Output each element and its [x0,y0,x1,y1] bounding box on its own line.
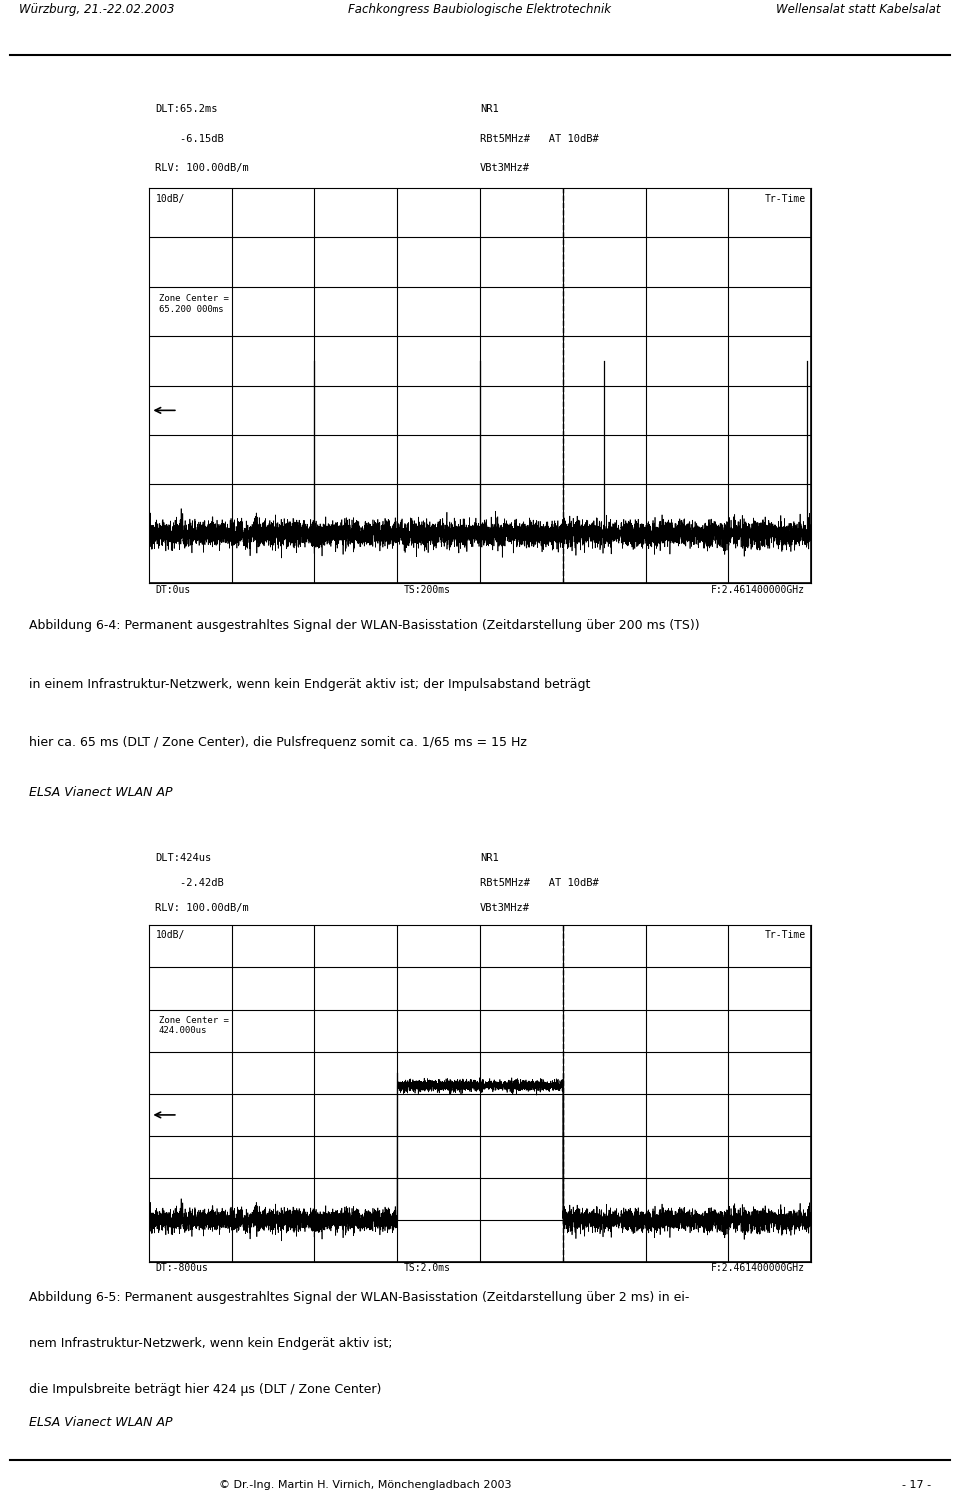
Text: Abbildung 6-4: Permanent ausgestrahltes Signal der WLAN-Basisstation (Zeitdarste: Abbildung 6-4: Permanent ausgestrahltes … [29,619,700,633]
Text: die Impulsbreite beträgt hier 424 μs (DLT / Zone Center): die Impulsbreite beträgt hier 424 μs (DL… [29,1383,381,1395]
Text: NR1: NR1 [480,104,499,113]
Text: hier ca. 65 ms (DLT / Zone Center), die Pulsfrequenz somit ca. 1/65 ms = 15 Hz: hier ca. 65 ms (DLT / Zone Center), die … [29,737,527,749]
Text: DLT:65.2ms: DLT:65.2ms [156,104,218,113]
Text: F:2.461400000GHz: F:2.461400000GHz [710,1264,804,1273]
Text: Tr-Time: Tr-Time [765,930,806,941]
Text: nem Infrastruktur-Netzwerk, wenn kein Endgerät aktiv ist;: nem Infrastruktur-Netzwerk, wenn kein En… [29,1336,393,1350]
Text: DT:-800us: DT:-800us [156,1264,208,1273]
Text: DLT:424us: DLT:424us [156,853,211,862]
Text: 10dB/: 10dB/ [156,930,184,941]
Text: Zone Center =
65.200 000ms: Zone Center = 65.200 000ms [158,294,228,314]
Text: 10dB/: 10dB/ [156,193,184,204]
Text: -2.42dB: -2.42dB [156,879,225,888]
Text: Fachkongress Baubiologische Elektrotechnik: Fachkongress Baubiologische Elektrotechn… [348,3,612,17]
Text: Abbildung 6-5: Permanent ausgestrahltes Signal der WLAN-Basisstation (Zeitdarste: Abbildung 6-5: Permanent ausgestrahltes … [29,1291,689,1305]
Text: F:2.461400000GHz: F:2.461400000GHz [710,586,804,595]
Text: -6.15dB: -6.15dB [156,133,225,143]
Text: NR1: NR1 [480,853,499,862]
Text: RBt5MHz#   AT 10dB#: RBt5MHz# AT 10dB# [480,879,599,888]
Text: ELSA Vianect WLAN AP: ELSA Vianect WLAN AP [29,787,172,799]
Text: - 17 -: - 17 - [902,1480,931,1490]
Text: Würzburg, 21.-22.02.2003: Würzburg, 21.-22.02.2003 [19,3,175,17]
Text: Zone Center =
424.000us: Zone Center = 424.000us [158,1016,228,1036]
Text: Wellensalat statt Kabelsalat: Wellensalat statt Kabelsalat [777,3,941,17]
Text: RLV: 100.00dB/m: RLV: 100.00dB/m [156,903,250,914]
Text: in einem Infrastruktur-Netzwerk, wenn kein Endgerät aktiv ist; der Impulsabstand: in einem Infrastruktur-Netzwerk, wenn ke… [29,678,590,690]
Text: VBt3MHz#: VBt3MHz# [480,903,530,914]
Text: VBt3MHz#: VBt3MHz# [480,163,530,174]
Text: © Dr.-Ing. Martin H. Virnich, Mönchengladbach 2003: © Dr.-Ing. Martin H. Virnich, Mönchengla… [219,1480,511,1490]
Text: ELSA Vianect WLAN AP: ELSA Vianect WLAN AP [29,1416,172,1428]
Text: TS:200ms: TS:200ms [403,586,450,595]
Text: RLV: 100.00dB/m: RLV: 100.00dB/m [156,163,250,174]
Text: TS:2.0ms: TS:2.0ms [403,1264,450,1273]
Text: DT:0us: DT:0us [156,586,191,595]
Text: Tr-Time: Tr-Time [765,193,806,204]
Text: RBt5MHz#   AT 10dB#: RBt5MHz# AT 10dB# [480,133,599,143]
